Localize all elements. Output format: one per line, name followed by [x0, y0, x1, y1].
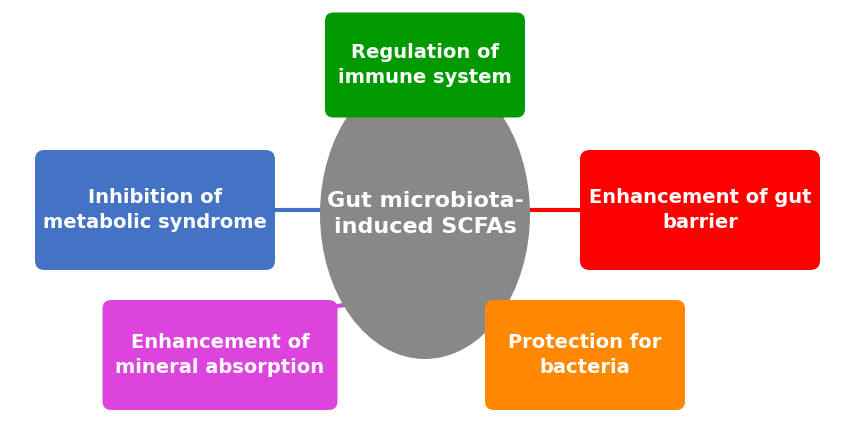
Text: Gut microbiota-
induced SCFAs: Gut microbiota- induced SCFAs	[326, 191, 524, 237]
FancyBboxPatch shape	[103, 300, 337, 410]
FancyBboxPatch shape	[325, 12, 525, 118]
FancyBboxPatch shape	[485, 300, 685, 410]
Ellipse shape	[320, 69, 530, 359]
Text: Enhancement of
mineral absorption: Enhancement of mineral absorption	[116, 333, 325, 377]
Text: Enhancement of gut
barrier: Enhancement of gut barrier	[589, 188, 811, 232]
Text: Protection for
bacteria: Protection for bacteria	[508, 333, 661, 377]
FancyBboxPatch shape	[580, 150, 820, 270]
FancyBboxPatch shape	[35, 150, 275, 270]
Text: Inhibition of
metabolic syndrome: Inhibition of metabolic syndrome	[43, 188, 267, 232]
Text: Regulation of
immune system: Regulation of immune system	[338, 43, 512, 87]
